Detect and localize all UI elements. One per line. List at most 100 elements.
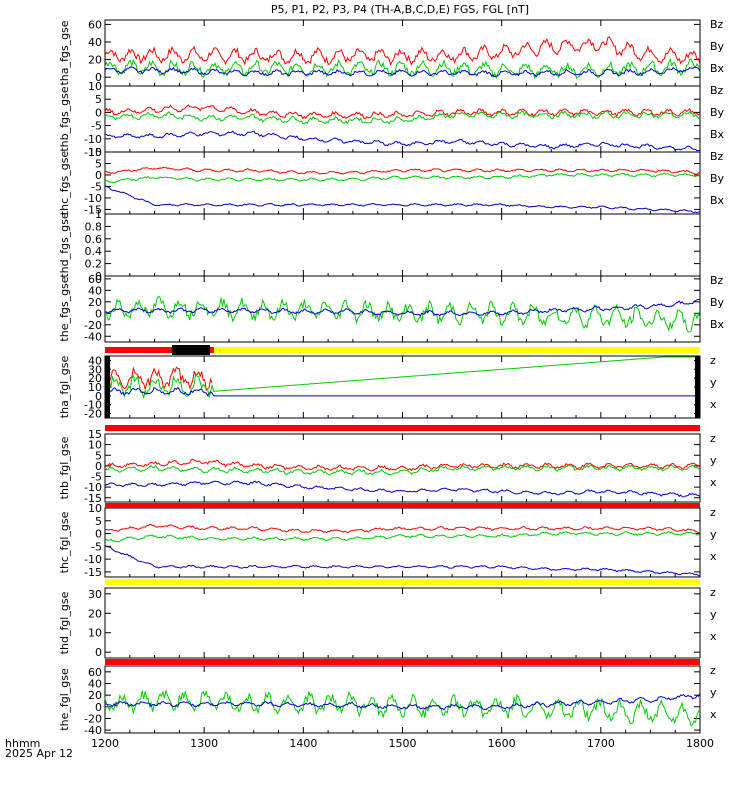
y-tick-label: -5 bbox=[91, 120, 102, 133]
y-tick-label: 5 bbox=[95, 157, 102, 170]
series-line-x bbox=[104, 544, 700, 577]
legend-entry: Bz bbox=[710, 18, 724, 31]
y-tick-label: -5 bbox=[91, 540, 102, 553]
series-line-Bx bbox=[104, 66, 701, 78]
y-tick-label: 10 bbox=[88, 502, 102, 515]
y-axis-label: thd_fgl_gse bbox=[58, 591, 71, 654]
y-tick-label: 5 bbox=[95, 93, 102, 106]
y-tick-label: 10 bbox=[88, 381, 102, 394]
legend-entry: By bbox=[710, 172, 725, 185]
legend-entry: Bx bbox=[710, 318, 725, 331]
y-tick-label: 15 bbox=[88, 428, 102, 441]
legend-entry: x bbox=[710, 550, 717, 563]
y-tick-label: 0 bbox=[95, 307, 102, 320]
legend-entry: Bx bbox=[710, 62, 725, 75]
x-tick-label: 1700 bbox=[587, 737, 615, 750]
x-tick-label: 1300 bbox=[190, 737, 218, 750]
y-tick-label: 30 bbox=[88, 363, 102, 376]
y-tick-label: 0 bbox=[95, 701, 102, 714]
series-line-By bbox=[104, 295, 701, 333]
legend-entry: Bz bbox=[710, 150, 724, 163]
legend-entry: x bbox=[710, 708, 717, 721]
x-tick-label: 1800 bbox=[686, 737, 714, 750]
y-tick-label: 10 bbox=[88, 439, 102, 452]
time-label: hhmm bbox=[5, 737, 40, 750]
x-tick-label: 1400 bbox=[289, 737, 317, 750]
y-tick-label: 0 bbox=[95, 106, 102, 119]
y-tick-label: 10 bbox=[88, 80, 102, 93]
legend-entry: Bz bbox=[710, 274, 724, 287]
legend-entry: y bbox=[710, 454, 717, 467]
y-tick-label: 10 bbox=[88, 627, 102, 640]
date-label: 2025 Apr 12 bbox=[5, 747, 73, 760]
y-tick-label: 20 bbox=[88, 296, 102, 309]
y-axis-label: the_fgs_gse bbox=[58, 276, 71, 341]
series-line-Bx bbox=[104, 298, 701, 317]
y-tick-label: 0.4 bbox=[85, 245, 103, 258]
y-tick-label: -10 bbox=[84, 192, 102, 205]
panel-frame bbox=[104, 587, 701, 659]
y-tick-label: -15 bbox=[84, 492, 102, 505]
y-tick-label: 5 bbox=[95, 449, 102, 462]
series-line-y bbox=[104, 530, 701, 543]
series-line-x bbox=[104, 386, 700, 397]
data-gap-marker bbox=[105, 356, 110, 418]
status-bar-marker bbox=[172, 345, 210, 355]
y-tick-label: 20 bbox=[88, 372, 102, 385]
legend-entry: By bbox=[710, 40, 725, 53]
legend-entry: Bx bbox=[710, 128, 725, 141]
series-line-z bbox=[104, 523, 701, 534]
legend-entry: By bbox=[710, 106, 725, 119]
y-tick-label: -20 bbox=[84, 712, 102, 725]
legend-entry: z bbox=[710, 506, 716, 519]
y-tick-label: -40 bbox=[84, 330, 102, 343]
y-tick-label: -20 bbox=[84, 408, 102, 421]
y-tick-label: -10 bbox=[84, 399, 102, 412]
y-axis-label: the_fgl_gse bbox=[58, 668, 71, 731]
legend-entry: y bbox=[710, 376, 717, 389]
status-bar-segment bbox=[105, 503, 700, 508]
y-tick-label: 5 bbox=[95, 515, 102, 528]
y-tick-label: -20 bbox=[84, 319, 102, 332]
series-line-y bbox=[104, 356, 700, 400]
y-tick-label: 0 bbox=[95, 646, 102, 659]
series-line-x bbox=[104, 480, 701, 498]
y-tick-label: 0.6 bbox=[85, 233, 103, 246]
y-tick-label: 0 bbox=[95, 528, 102, 541]
legend-entry: y bbox=[710, 686, 717, 699]
series-line-Bz bbox=[104, 36, 701, 66]
legend-entry: x bbox=[710, 476, 717, 489]
y-tick-label: 0 bbox=[95, 270, 102, 283]
y-axis-label: tha_fgl_gse bbox=[58, 356, 71, 419]
y-tick-label: -10 bbox=[84, 553, 102, 566]
status-bar-segment bbox=[105, 659, 700, 665]
y-tick-label: 0.8 bbox=[85, 220, 103, 233]
series-line-x bbox=[104, 693, 701, 711]
y-axis-label: thc_fgs_gse bbox=[58, 151, 71, 216]
y-tick-label: -15 bbox=[84, 203, 102, 216]
y-tick-label: 20 bbox=[88, 54, 102, 67]
chart-title: P5, P1, P2, P3, P4 (TH-A,B,C,D,E) FGS, F… bbox=[271, 3, 529, 16]
y-tick-label: 60 bbox=[88, 273, 102, 286]
y-axis-label: thc_fgl_gse bbox=[58, 511, 71, 573]
y-tick-label: 60 bbox=[88, 666, 102, 679]
panel-frame bbox=[104, 85, 701, 153]
series-line-Bz bbox=[104, 166, 701, 175]
y-axis-label: tha_fgs_gse bbox=[58, 20, 71, 85]
y-tick-label: -15 bbox=[84, 146, 102, 159]
y-tick-label: -40 bbox=[84, 724, 102, 737]
x-tick-label: 1200 bbox=[91, 737, 119, 750]
y-tick-label: 40 bbox=[88, 677, 102, 690]
panel-frame bbox=[104, 151, 701, 215]
status-bar-segment bbox=[105, 347, 215, 353]
y-tick-label: 40 bbox=[88, 36, 102, 49]
panel-frame bbox=[104, 355, 701, 419]
y-axis-label: thb_fgs_gse bbox=[58, 86, 71, 152]
status-bar-segment bbox=[105, 579, 700, 585]
y-tick-label: 0 bbox=[95, 390, 102, 403]
status-bar-segment bbox=[105, 425, 700, 431]
y-tick-label: 20 bbox=[88, 607, 102, 620]
series-line-Bx bbox=[104, 184, 701, 214]
legend-entry: y bbox=[710, 608, 717, 621]
